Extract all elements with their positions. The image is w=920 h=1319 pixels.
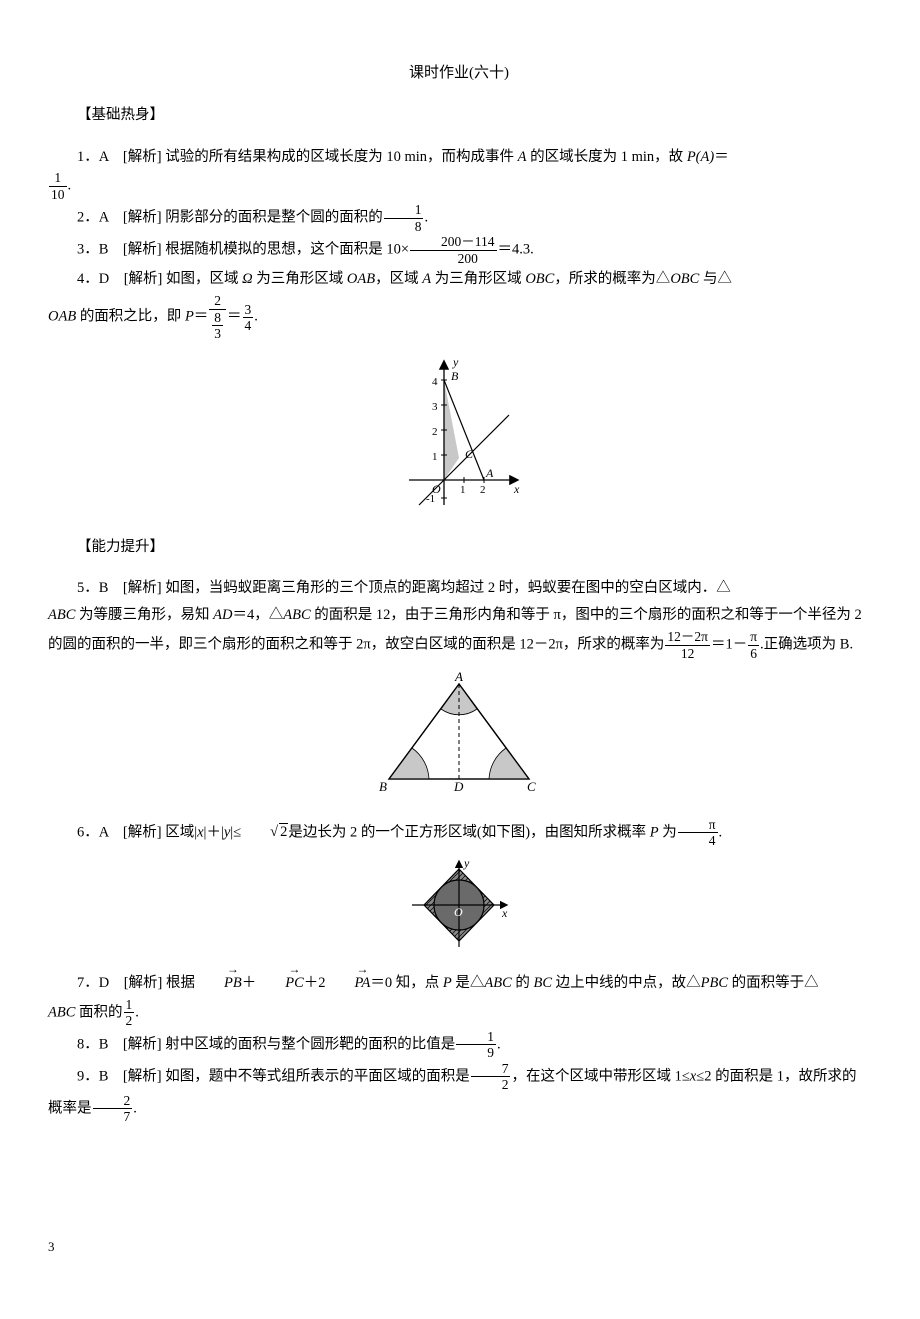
svg-text:1: 1 — [432, 451, 438, 463]
q8: 8．B [解析] 射中区域的面积与整个圆形靶的面积的比值是19. — [48, 1029, 870, 1061]
q9: 9．B [解析] 如图，题中不等式组所表示的平面区域的面积是72，在这个区域中带… — [48, 1061, 870, 1125]
svg-text:C: C — [527, 779, 536, 794]
svg-text:C: C — [465, 447, 474, 461]
svg-text:x: x — [501, 906, 508, 920]
q1: 1．A [解析] 试验的所有结果构成的区域长度为 10 min，而构成事件 A … — [48, 144, 870, 171]
svg-text:1: 1 — [460, 484, 466, 496]
svg-text:2: 2 — [480, 484, 486, 496]
q7-line2: ABC 面积的12. — [48, 997, 870, 1029]
svg-text:O: O — [432, 482, 441, 496]
q4: 4．D [解析] 如图，区域 Ω 为三角形区域 OAB，区域 A 为三角形区域 … — [48, 266, 870, 293]
svg-text:y: y — [452, 355, 459, 369]
svg-text:D: D — [453, 779, 464, 794]
q2: 2．A [解析] 阴影部分的面积是整个圆的面积的18. — [48, 202, 870, 234]
svg-text:x: x — [513, 482, 520, 496]
q7: 7．D [解析] 根据PB＋PC＋2PA＝0 知，点 P 是△ABC 的 BC … — [48, 970, 870, 997]
svg-text:B: B — [379, 779, 387, 794]
svg-text:3: 3 — [432, 401, 438, 413]
q4-line2: OAB 的面积之比，即 P＝283＝34. — [48, 293, 870, 342]
page-title: 课时作业(六十) — [48, 60, 870, 88]
svg-text:O: O — [454, 905, 463, 919]
section-header-2: 【能力提升】 — [48, 534, 870, 561]
svg-text:2: 2 — [432, 426, 438, 438]
q5-line2: ABC 为等腰三角形，易知 AD＝4，△ABC 的面积是 12，由于三角形内角和… — [48, 602, 870, 661]
q6: 6．A [解析] 区域|x|＋|y|≤2是边长为 2 的一个正方形区域(如下图)… — [48, 817, 870, 849]
figure-q6: O y x — [48, 857, 870, 962]
svg-text:4: 4 — [432, 376, 438, 388]
section-header-1: 【基础热身】 — [48, 102, 870, 129]
q3: 3．B [解析] 根据随机模拟的思想，这个面积是 10×200－114200＝4… — [48, 234, 870, 266]
svg-text:A: A — [485, 466, 494, 480]
q1-frac: 110. — [48, 170, 870, 202]
svg-text:B: B — [451, 369, 459, 383]
q5: 5．B [解析] 如图，当蚂蚁距离三角形的三个顶点的距离均超过 2 时，蚂蚁要在… — [48, 575, 870, 602]
figure-q4: y x 1 2 3 4 -1 1 2 O B C A — [48, 350, 870, 520]
svg-text:y: y — [463, 857, 470, 870]
svg-text:A: A — [454, 669, 463, 684]
figure-q5: A B C D — [48, 669, 870, 809]
page-number: 3 — [48, 1235, 870, 1259]
